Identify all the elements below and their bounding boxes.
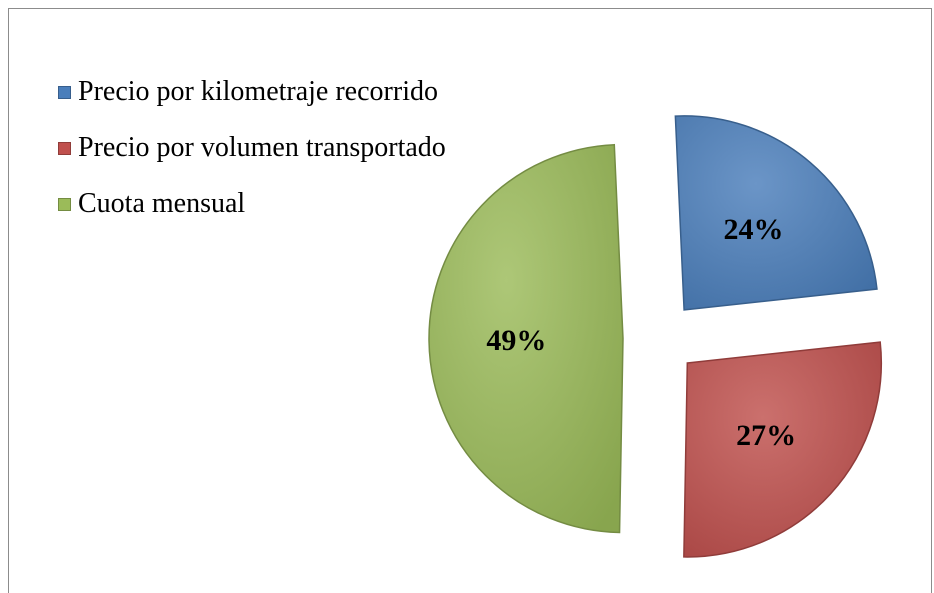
pie-slice-kilometraje [674, 115, 878, 311]
legend-swatch-volumen [58, 141, 71, 155]
legend-label-cuota: Cuota mensual [78, 188, 246, 219]
pie-slice-cuota [428, 143, 624, 534]
legend-swatch-cuota [58, 197, 71, 211]
data-label-cuota: 49% [486, 324, 546, 357]
legend-label-volumen: Precio por volumen transportado [78, 132, 446, 163]
legend-item-volumen: Precio por volumen transportado [58, 120, 446, 176]
legend-item-cuota: Cuota mensual [58, 176, 446, 232]
data-label-volumen: 27% [736, 419, 796, 452]
legend-item-kilometraje: Precio por kilometraje recorrido [58, 64, 446, 120]
legend-swatch-kilometraje [58, 85, 71, 99]
data-label-kilometraje: 24% [724, 213, 784, 246]
legend-label-kilometraje: Precio por kilometraje recorrido [78, 76, 438, 107]
legend: Precio por kilometraje recorrido Precio … [58, 64, 446, 232]
pie-slice-volumen [683, 341, 883, 558]
